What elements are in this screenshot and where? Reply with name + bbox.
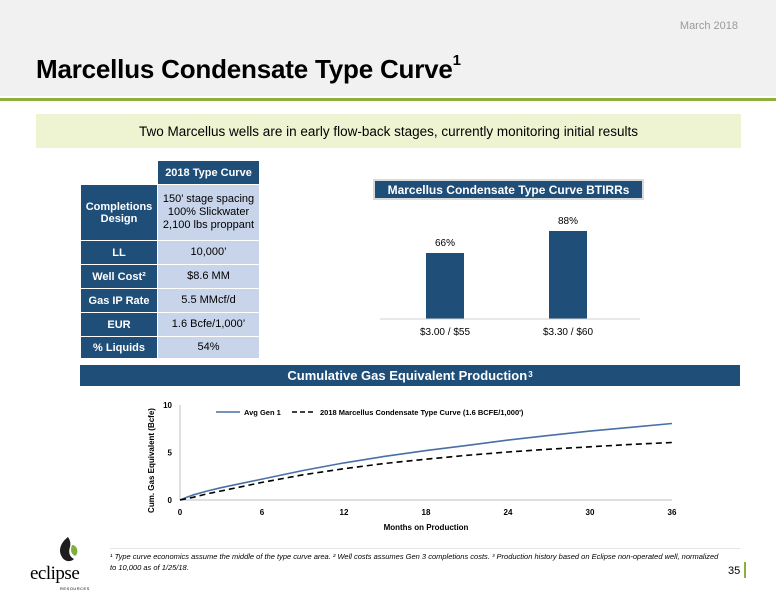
row-label-completions: Completions Design	[80, 184, 158, 241]
legend-label: 2018 Marcellus Condensate Type Curve (1.…	[320, 408, 524, 417]
y-tick-label: 0	[168, 496, 173, 505]
x-tick-label: 6	[260, 508, 265, 517]
bar	[426, 253, 464, 319]
bar-data-label: 88%	[558, 216, 578, 227]
footer-divider	[110, 548, 740, 549]
logo-subtext: RESOURCES	[60, 586, 90, 591]
btirr-bar-chart: 66% $3.00 / $55 88% $3.30 / $60	[380, 216, 640, 338]
table-row: EUR 1.6 Bcfe/1,000’	[80, 312, 260, 337]
legend-label: Avg Gen 1	[244, 408, 281, 417]
header-band	[0, 0, 776, 96]
title-divider	[0, 98, 776, 101]
table-row: Completions Design 150’ stage spacing 10…	[80, 184, 260, 241]
x-tick-label: 36	[668, 508, 677, 517]
bar-data-label: 66%	[435, 238, 455, 249]
series-line	[179, 422, 673, 501]
row-value-well-cost: $8.6 MM	[157, 264, 260, 289]
status-banner: Two Marcellus wells are in early flow-ba…	[36, 114, 741, 148]
row-label-ll: LL	[80, 240, 158, 265]
y-tick-label: 5	[168, 449, 173, 458]
title-footnote-marker: 1	[452, 52, 461, 69]
table-row: Well Cost² $8.6 MM	[80, 264, 260, 289]
report-date: March 2018	[679, 20, 738, 32]
page-number-accent	[744, 562, 746, 578]
production-chart-title-text: Cumulative Gas Equivalent Production	[287, 368, 528, 383]
x-tick-label: 24	[504, 508, 513, 517]
cumulative-production-chart: 0 6 12 18 24 30 36 0 5 10 Months on Production Cum.…	[147, 401, 677, 532]
row-value-completions: 150’ stage spacing 100% Slickwater 2,100…	[157, 184, 260, 241]
bar-category-label: $3.00 / $55	[420, 327, 470, 338]
row-value-liquids: 54%	[157, 336, 260, 359]
row-value-eur: 1.6 Bcfe/1,000’	[157, 312, 260, 337]
logo-wordmark: eclipse	[30, 563, 80, 584]
completions-line: 100% Slickwater	[167, 206, 250, 218]
page-title: Marcellus Condensate Type Curve1	[36, 52, 461, 85]
x-tick-label: 30	[586, 508, 595, 517]
production-chart-title: Cumulative Gas Equivalent Production 3	[80, 365, 740, 386]
footnote: ¹ Type curve economics assume the middle…	[110, 552, 719, 572]
completions-line: 150’ stage spacing	[162, 193, 255, 205]
y-tick-label: 10	[163, 401, 172, 410]
x-tick-label: 0	[178, 508, 183, 517]
table-row: LL 10,000’	[80, 240, 260, 265]
page-title-text: Marcellus Condensate Type Curve	[36, 54, 453, 84]
table-row: Gas IP Rate 5.5 MMcf/d	[80, 288, 260, 313]
btirr-chart-title: Marcellus Condensate Type Curve BTIRRs	[373, 179, 644, 200]
table-row: % Liquids 54%	[80, 336, 260, 359]
production-title-footnote-marker: 3	[528, 370, 533, 379]
completions-line: 2,100 lbs proppant	[162, 219, 255, 231]
type-curve-table: 2018 Type Curve Completions Design 150’ …	[80, 160, 260, 359]
series-line	[179, 441, 673, 501]
x-axis-label: Months on Production	[384, 523, 469, 532]
eclipse-logo: eclipse RESOURCES	[30, 535, 100, 595]
bar	[549, 231, 587, 319]
row-label-liquids: % Liquids	[80, 336, 158, 359]
x-tick-label: 18	[422, 508, 431, 517]
table-column-header: 2018 Type Curve	[157, 160, 260, 185]
row-label-well-cost: Well Cost²	[80, 264, 158, 289]
row-label-eur: EUR	[80, 312, 158, 337]
logo-flame-icon	[60, 537, 78, 562]
bar-category-label: $3.30 / $60	[543, 327, 593, 338]
row-label-gas-ip: Gas IP Rate	[80, 288, 158, 313]
row-value-gas-ip: 5.5 MMcf/d	[157, 288, 260, 313]
row-value-ll: 10,000’	[157, 240, 260, 265]
x-tick-label: 12	[340, 508, 349, 517]
y-axis-label: Cum. Gas Equivalent (Bcfe)	[147, 408, 156, 513]
page-number: 35	[728, 565, 741, 577]
